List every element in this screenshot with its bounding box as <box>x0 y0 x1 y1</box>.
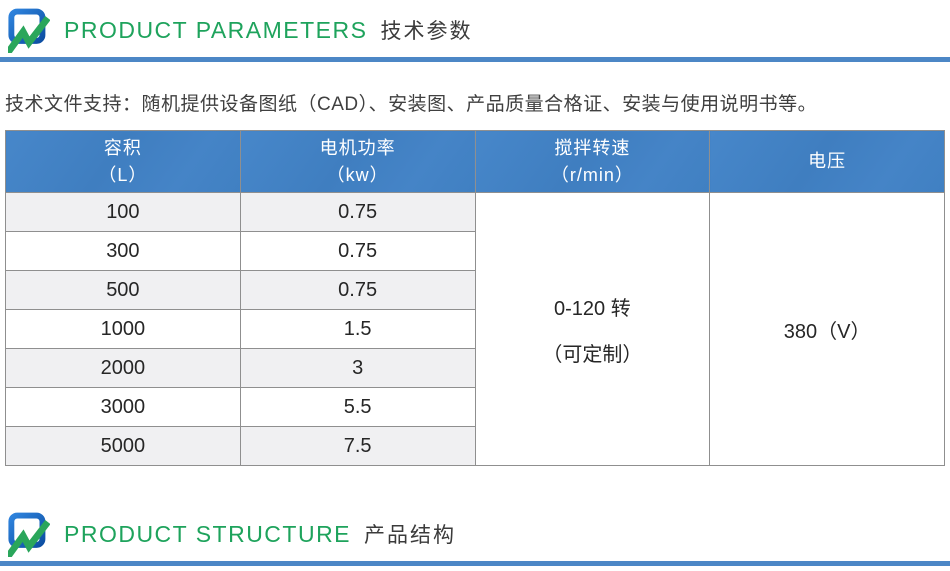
header-line: （r/min） <box>550 164 634 185</box>
power-cell: 0.75 <box>239 231 476 271</box>
section-title-zh: 技术参数 <box>380 20 473 43</box>
section-header-parameters: PRODUCT PARAMETERS 技术参数 <box>0 0 950 57</box>
table-row: 3000 5.5 <box>5 387 945 427</box>
power-cell: 0.75 <box>239 270 476 310</box>
power-cell: 0.75 <box>239 192 476 232</box>
brand-logo-icon <box>4 7 51 55</box>
voltage-merged-cell: 380（V） <box>709 192 945 466</box>
header-line: 电机功率 <box>319 138 396 159</box>
speed-merged-cell: 0-120 转 （可定制） <box>474 192 711 466</box>
column-header-speed: 搅拌转速 （r/min） <box>474 130 711 193</box>
section-title-en: PRODUCT PARAMETERS <box>64 16 368 43</box>
power-cell: 7.5 <box>239 426 476 466</box>
speed-value: 0-120 转 <box>554 297 631 320</box>
table-row: 2000 3 <box>5 348 945 388</box>
volume-cell: 5000 <box>5 426 241 466</box>
volume-cell: 2000 <box>5 348 241 388</box>
brand-logo-icon <box>4 511 51 559</box>
tech-support-note: 技术文件支持：随机提供设备图纸（CAD）、安装图、产品质量合格证、安装与使用说明… <box>5 94 818 115</box>
volume-cell: 1000 <box>5 309 241 349</box>
header-line: （kw） <box>326 164 389 185</box>
speed-note: （可定制） <box>542 343 643 366</box>
volume-cell: 500 <box>5 270 241 310</box>
header-line: 搅拌转速 <box>554 138 631 159</box>
power-cell: 3 <box>239 348 476 388</box>
power-cell: 5.5 <box>239 387 476 427</box>
section-title-en: PRODUCT STRUCTURE <box>64 520 352 547</box>
table-row: 100 0.75 0-120 转 （可定制） 380（V） <box>5 192 945 466</box>
power-cell: 1.5 <box>239 309 476 349</box>
table-row: 5000 7.5 <box>5 426 945 466</box>
header-line: 容积 <box>103 138 142 159</box>
header-line: 电压 <box>808 151 847 172</box>
table-row: 500 0.75 <box>5 270 945 310</box>
section-header-structure: PRODUCT STRUCTURE 产品结构 <box>0 504 950 561</box>
header-line: （L） <box>98 164 148 185</box>
section-title-zh: 产品结构 <box>364 524 457 547</box>
volume-cell: 100 <box>5 192 241 232</box>
table-row: 1000 1.5 <box>5 309 945 349</box>
volume-cell: 300 <box>5 231 241 271</box>
column-header-volume: 容积 （L） <box>5 130 241 193</box>
volume-cell: 3000 <box>5 387 241 427</box>
column-header-power: 电机功率 （kw） <box>239 130 476 193</box>
column-header-voltage: 电压 <box>709 130 945 193</box>
spec-table: 容积 （L） 电机功率 （kw） 搅拌转速 （r/min） 电压 100 0.7… <box>5 130 945 466</box>
section-divider <box>0 57 950 62</box>
section-divider <box>0 561 950 566</box>
table-header-row: 容积 （L） 电机功率 （kw） 搅拌转速 （r/min） 电压 <box>5 130 945 193</box>
